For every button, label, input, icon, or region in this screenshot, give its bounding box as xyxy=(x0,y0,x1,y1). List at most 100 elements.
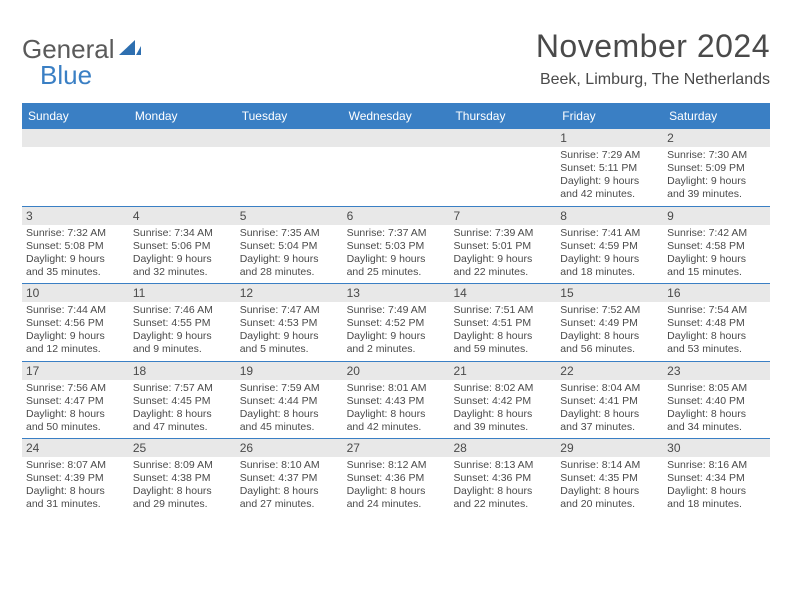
day-details: Sunrise: 8:14 AMSunset: 4:35 PMDaylight:… xyxy=(556,457,663,516)
calendar-day: 13Sunrise: 7:49 AMSunset: 4:52 PMDayligh… xyxy=(343,284,450,361)
calendar-day: 7Sunrise: 7:39 AMSunset: 5:01 PMDaylight… xyxy=(449,207,556,284)
calendar-week: 10Sunrise: 7:44 AMSunset: 4:56 PMDayligh… xyxy=(22,283,770,361)
calendar: Sunday Monday Tuesday Wednesday Thursday… xyxy=(22,103,770,516)
day-details: Sunrise: 8:05 AMSunset: 4:40 PMDaylight:… xyxy=(663,380,770,439)
day-number: 14 xyxy=(449,284,556,302)
col-thursday: Thursday xyxy=(449,103,556,129)
day-details: Sunrise: 8:01 AMSunset: 4:43 PMDaylight:… xyxy=(343,380,450,439)
calendar-day xyxy=(22,129,129,206)
day-details: Sunrise: 7:29 AMSunset: 5:11 PMDaylight:… xyxy=(556,147,663,206)
calendar-day: 10Sunrise: 7:44 AMSunset: 4:56 PMDayligh… xyxy=(22,284,129,361)
sunset-text: Sunset: 5:09 PM xyxy=(667,162,766,175)
calendar-day: 28Sunrise: 8:13 AMSunset: 4:36 PMDayligh… xyxy=(449,439,556,516)
day-number: 4 xyxy=(129,207,236,225)
daylight-text: Daylight: 9 hours and 12 minutes. xyxy=(26,330,125,356)
day-details: Sunrise: 7:44 AMSunset: 4:56 PMDaylight:… xyxy=(22,302,129,361)
day-number: 21 xyxy=(449,362,556,380)
sunrise-text: Sunrise: 7:52 AM xyxy=(560,304,659,317)
calendar-day: 19Sunrise: 7:59 AMSunset: 4:44 PMDayligh… xyxy=(236,362,343,439)
day-details xyxy=(129,147,236,153)
day-number: 5 xyxy=(236,207,343,225)
day-number: 17 xyxy=(22,362,129,380)
day-number: 28 xyxy=(449,439,556,457)
sunrise-text: Sunrise: 7:39 AM xyxy=(453,227,552,240)
day-details: Sunrise: 7:54 AMSunset: 4:48 PMDaylight:… xyxy=(663,302,770,361)
sunset-text: Sunset: 5:06 PM xyxy=(133,240,232,253)
daylight-text: Daylight: 8 hours and 22 minutes. xyxy=(453,485,552,511)
sunset-text: Sunset: 4:48 PM xyxy=(667,317,766,330)
day-number: 26 xyxy=(236,439,343,457)
sunrise-text: Sunrise: 8:12 AM xyxy=(347,459,446,472)
day-number xyxy=(343,129,450,147)
day-details: Sunrise: 7:41 AMSunset: 4:59 PMDaylight:… xyxy=(556,225,663,284)
sunset-text: Sunset: 4:38 PM xyxy=(133,472,232,485)
sunset-text: Sunset: 5:08 PM xyxy=(26,240,125,253)
daylight-text: Daylight: 9 hours and 39 minutes. xyxy=(667,175,766,201)
col-wednesday: Wednesday xyxy=(343,103,450,129)
calendar-day: 11Sunrise: 7:46 AMSunset: 4:55 PMDayligh… xyxy=(129,284,236,361)
sunset-text: Sunset: 4:37 PM xyxy=(240,472,339,485)
sunset-text: Sunset: 4:34 PM xyxy=(667,472,766,485)
sunrise-text: Sunrise: 8:02 AM xyxy=(453,382,552,395)
logo-text-blue: Blue xyxy=(40,60,92,91)
sunrise-text: Sunrise: 8:04 AM xyxy=(560,382,659,395)
sunrise-text: Sunrise: 8:01 AM xyxy=(347,382,446,395)
col-saturday: Saturday xyxy=(663,103,770,129)
daylight-text: Daylight: 8 hours and 59 minutes. xyxy=(453,330,552,356)
day-details xyxy=(343,147,450,153)
daylight-text: Daylight: 9 hours and 18 minutes. xyxy=(560,253,659,279)
day-number: 30 xyxy=(663,439,770,457)
daylight-text: Daylight: 9 hours and 28 minutes. xyxy=(240,253,339,279)
calendar-day: 22Sunrise: 8:04 AMSunset: 4:41 PMDayligh… xyxy=(556,362,663,439)
day-details: Sunrise: 7:37 AMSunset: 5:03 PMDaylight:… xyxy=(343,225,450,284)
sunset-text: Sunset: 4:35 PM xyxy=(560,472,659,485)
day-details: Sunrise: 7:39 AMSunset: 5:01 PMDaylight:… xyxy=(449,225,556,284)
sunrise-text: Sunrise: 8:10 AM xyxy=(240,459,339,472)
sunrise-text: Sunrise: 7:34 AM xyxy=(133,227,232,240)
daylight-text: Daylight: 8 hours and 27 minutes. xyxy=(240,485,339,511)
day-details: Sunrise: 8:10 AMSunset: 4:37 PMDaylight:… xyxy=(236,457,343,516)
day-number xyxy=(129,129,236,147)
calendar-week: 24Sunrise: 8:07 AMSunset: 4:39 PMDayligh… xyxy=(22,438,770,516)
sunset-text: Sunset: 4:44 PM xyxy=(240,395,339,408)
daylight-text: Daylight: 8 hours and 31 minutes. xyxy=(26,485,125,511)
daylight-text: Daylight: 9 hours and 15 minutes. xyxy=(667,253,766,279)
sunrise-text: Sunrise: 8:05 AM xyxy=(667,382,766,395)
daylight-text: Daylight: 9 hours and 9 minutes. xyxy=(133,330,232,356)
day-number: 29 xyxy=(556,439,663,457)
calendar-day: 9Sunrise: 7:42 AMSunset: 4:58 PMDaylight… xyxy=(663,207,770,284)
day-number xyxy=(22,129,129,147)
day-details: Sunrise: 7:34 AMSunset: 5:06 PMDaylight:… xyxy=(129,225,236,284)
day-number: 27 xyxy=(343,439,450,457)
day-details: Sunrise: 7:35 AMSunset: 5:04 PMDaylight:… xyxy=(236,225,343,284)
sunrise-text: Sunrise: 7:57 AM xyxy=(133,382,232,395)
calendar-day: 29Sunrise: 8:14 AMSunset: 4:35 PMDayligh… xyxy=(556,439,663,516)
sunset-text: Sunset: 5:03 PM xyxy=(347,240,446,253)
daylight-text: Daylight: 8 hours and 18 minutes. xyxy=(667,485,766,511)
day-number: 6 xyxy=(343,207,450,225)
day-details: Sunrise: 7:46 AMSunset: 4:55 PMDaylight:… xyxy=(129,302,236,361)
day-number: 16 xyxy=(663,284,770,302)
calendar-header-row: Sunday Monday Tuesday Wednesday Thursday… xyxy=(22,103,770,129)
header: General November 2024 Beek, Limburg, The… xyxy=(22,28,770,89)
calendar-day: 23Sunrise: 8:05 AMSunset: 4:40 PMDayligh… xyxy=(663,362,770,439)
sunrise-text: Sunrise: 7:51 AM xyxy=(453,304,552,317)
daylight-text: Daylight: 9 hours and 5 minutes. xyxy=(240,330,339,356)
day-number: 22 xyxy=(556,362,663,380)
day-details: Sunrise: 8:13 AMSunset: 4:36 PMDaylight:… xyxy=(449,457,556,516)
day-details: Sunrise: 8:07 AMSunset: 4:39 PMDaylight:… xyxy=(22,457,129,516)
calendar-day: 5Sunrise: 7:35 AMSunset: 5:04 PMDaylight… xyxy=(236,207,343,284)
sunrise-text: Sunrise: 7:44 AM xyxy=(26,304,125,317)
sunrise-text: Sunrise: 8:07 AM xyxy=(26,459,125,472)
daylight-text: Daylight: 8 hours and 47 minutes. xyxy=(133,408,232,434)
sunrise-text: Sunrise: 7:37 AM xyxy=(347,227,446,240)
sunset-text: Sunset: 4:56 PM xyxy=(26,317,125,330)
day-details: Sunrise: 7:47 AMSunset: 4:53 PMDaylight:… xyxy=(236,302,343,361)
calendar-day xyxy=(449,129,556,206)
day-details: Sunrise: 8:04 AMSunset: 4:41 PMDaylight:… xyxy=(556,380,663,439)
sunset-text: Sunset: 4:52 PM xyxy=(347,317,446,330)
day-details: Sunrise: 7:51 AMSunset: 4:51 PMDaylight:… xyxy=(449,302,556,361)
sunrise-text: Sunrise: 8:13 AM xyxy=(453,459,552,472)
sunset-text: Sunset: 4:42 PM xyxy=(453,395,552,408)
calendar-day: 20Sunrise: 8:01 AMSunset: 4:43 PMDayligh… xyxy=(343,362,450,439)
